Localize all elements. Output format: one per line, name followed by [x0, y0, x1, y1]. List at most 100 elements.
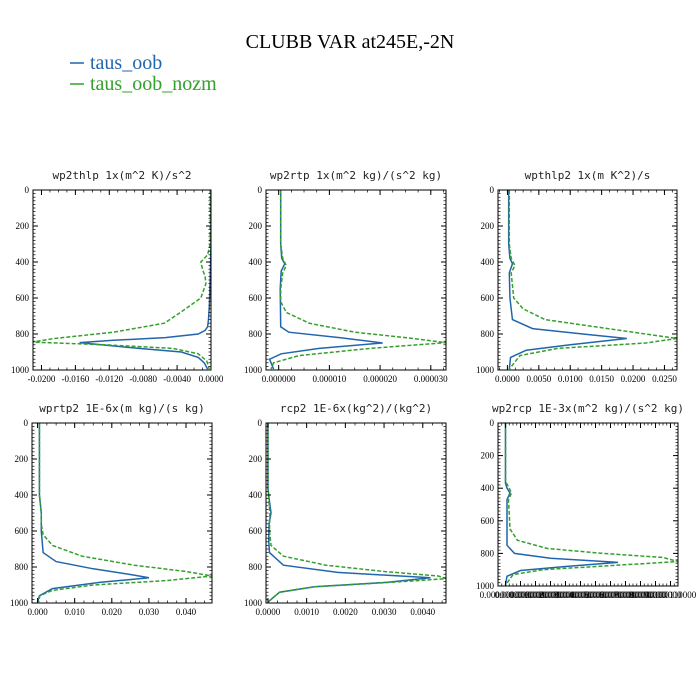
- x-tick-label: 0.010: [65, 607, 86, 617]
- x-tick-label: 0.0040: [410, 607, 435, 617]
- x-tick-label: 0.0000020000: [510, 590, 562, 600]
- y-tick-label: 400: [16, 257, 30, 267]
- y-tick-label: 200: [481, 451, 495, 461]
- plot-panel-6: wp2rcp 1E-3x(m^2 kg)/(s^2 kg) 0 200 400 600 8…: [476, 402, 697, 600]
- series-line-taus_oob: [79, 190, 211, 370]
- plot-frame: [31, 422, 213, 604]
- x-tick-label: -0.0200: [28, 374, 56, 384]
- y-tick-label: 1000: [10, 598, 29, 608]
- plot-panel-4: wprtp2 1E-6x(m kg)/(s kg) 0 200 400 600 800 10…: [10, 402, 213, 617]
- x-tick-label: 0.0000060000: [570, 590, 622, 600]
- x-tick-label: 0.000000: [262, 374, 296, 384]
- y-tick-label: 800: [481, 329, 495, 339]
- y-tick-label: 400: [15, 490, 29, 500]
- x-tick-label: 0.020: [102, 607, 123, 617]
- x-tick-label: 0.000010: [313, 374, 347, 384]
- series-line-taus_oob_nozm: [37, 423, 212, 603]
- x-tick-label: 0.0010: [294, 607, 319, 617]
- x-tick-label: 0.0000090000: [615, 590, 667, 600]
- series-line-taus_oob: [504, 423, 619, 586]
- x-tick-label: 0.000020: [363, 374, 397, 384]
- y-tick-label: 200: [481, 221, 495, 231]
- x-tick-label: 0.0150: [589, 374, 614, 384]
- x-tick-label: 0.040: [176, 607, 197, 617]
- x-tick-label: 0.0250: [652, 374, 677, 384]
- x-tick-label: 0.0000: [256, 607, 281, 617]
- y-tick-label: 200: [16, 221, 30, 231]
- series-line-taus_oob_nozm: [504, 423, 678, 586]
- y-tick-label: 400: [249, 490, 263, 500]
- y-tick-label: 0: [258, 185, 263, 195]
- plot-panels: wp2thlp 1x(m^2 K)/s^202004006008001000-0…: [10, 169, 697, 617]
- x-tick-label: 0.0000030000: [525, 590, 577, 600]
- x-tick-label: 0.0000040000: [540, 590, 592, 600]
- y-tick-label: 400: [481, 483, 495, 493]
- plot-panel-3: wpthlp2 1x(m K^2)/s020040060080010000.00…: [476, 169, 678, 384]
- x-tick-label: 0.0030: [372, 607, 397, 617]
- x-tick-label: 0.0020: [333, 607, 358, 617]
- figure-title: CLUBB VAR at245E,-2N: [246, 31, 455, 53]
- plot-frame: [265, 422, 447, 604]
- y-tick-label: 200: [249, 454, 263, 464]
- legend-label-taus_oob: taus_oob: [90, 52, 162, 74]
- plot-panel-1: wp2thlp 1x(m^2 K)/s^202004006008001000-0…: [11, 169, 224, 384]
- plot-panel-2: wp2rtp 1x(m^2 kg)/(s^2 kg) 0 200 400 600 800 1…: [244, 169, 448, 384]
- x-tick-label: 0.0000070000: [585, 590, 637, 600]
- x-tick-label: 0.0000100000: [630, 590, 682, 600]
- y-tick-label: 1000: [244, 598, 263, 608]
- plot-frame: [497, 422, 679, 587]
- x-tick-label: 0.0000: [495, 374, 520, 384]
- panel-title: rcp2 1E-6x(kg^2)/(kg^2): [280, 402, 432, 415]
- y-tick-label: 1000: [244, 365, 263, 375]
- y-tick-label: 600: [249, 293, 263, 303]
- panel-title: wp2rtp 1x(m^2 kg)/(s^2 kg): [270, 169, 442, 182]
- y-tick-label: 400: [481, 257, 495, 267]
- y-tick-label: 0: [490, 185, 495, 195]
- y-tick-label: 600: [16, 293, 30, 303]
- x-tick-label: 0.0200: [621, 374, 646, 384]
- x-tick-label: 0.0100: [558, 374, 583, 384]
- y-tick-label: 0: [258, 418, 263, 428]
- series-line-taus_oob_nozm: [508, 190, 677, 370]
- y-tick-label: 1000: [11, 365, 30, 375]
- x-tick-label: 0.0000010000: [495, 590, 547, 600]
- legend-label-taus_oob_nozm: taus_oob_nozm: [90, 73, 217, 95]
- series-line-taus_oob: [507, 190, 627, 370]
- y-tick-label: 0: [24, 418, 29, 428]
- y-tick-label: 600: [15, 526, 29, 536]
- x-tick-label: -0.0120: [95, 374, 123, 384]
- y-tick-label: 800: [249, 329, 263, 339]
- panel-title: wp2rcp 1E-3x(m^2 kg)/(s^2 kg): [492, 402, 684, 415]
- plot-frame: [265, 189, 447, 371]
- y-tick-label: 1000: [476, 365, 495, 375]
- series-line-taus_oob: [267, 423, 431, 603]
- plot-panel-5: rcp2 1E-6x(kg^2)/(kg^2) 0 200 400 600 800 1000…: [244, 402, 447, 617]
- x-tick-label: 0.000030: [414, 374, 448, 384]
- y-tick-label: 800: [16, 329, 30, 339]
- x-tick-label: 0.0000050000: [555, 590, 607, 600]
- series-line-taus_oob_nozm: [267, 423, 446, 603]
- y-tick-label: 600: [249, 526, 263, 536]
- x-tick-label: -0.0040: [163, 374, 191, 384]
- panel-title: wpthlp2 1x(m K^2)/s: [525, 169, 651, 182]
- x-tick-label: 0.0000110000: [645, 590, 697, 600]
- panel-title: wprtp2 1E-6x(m kg)/(s kg): [39, 402, 205, 415]
- x-tick-label: -0.0160: [62, 374, 90, 384]
- x-tick-label: 0.0000080000: [600, 590, 652, 600]
- y-tick-label: 0: [25, 185, 30, 195]
- y-tick-label: 800: [481, 548, 495, 558]
- y-tick-label: 200: [15, 454, 29, 464]
- series-line-taus_oob_nozm: [270, 190, 446, 370]
- series-line-taus_oob: [268, 190, 383, 370]
- y-tick-label: 200: [249, 221, 263, 231]
- x-tick-label: 0.0050: [526, 374, 551, 384]
- y-tick-label: 600: [481, 293, 495, 303]
- x-tick-label: -0.0080: [129, 374, 157, 384]
- y-tick-label: 0: [490, 418, 495, 428]
- y-tick-label: 800: [15, 562, 29, 572]
- y-tick-label: 400: [249, 257, 263, 267]
- series-line-taus_oob: [36, 423, 150, 603]
- x-tick-label: 0.0000000000: [480, 590, 532, 600]
